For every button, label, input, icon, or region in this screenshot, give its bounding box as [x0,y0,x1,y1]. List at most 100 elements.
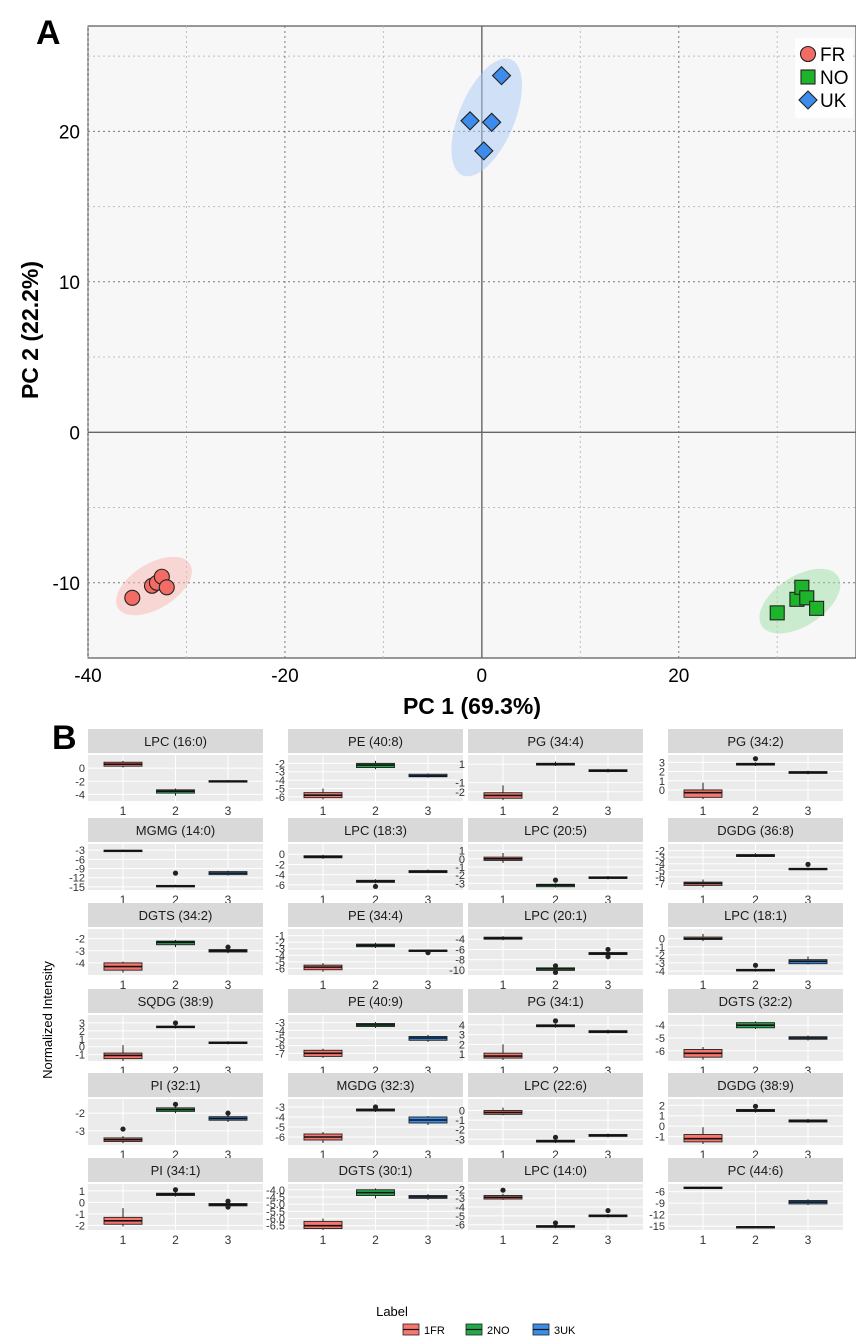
facet-x-tick-label: 1 [320,893,327,907]
facet-x-tick-label: 2 [372,893,379,907]
pca-point-fr [124,589,141,606]
boxplot-legend-title: Label [376,1304,408,1319]
box-outlier [172,1187,179,1193]
facet-y-tick-label: -4 [75,958,85,970]
facet-x-tick-label: 3 [805,893,812,907]
facet-y-tick-label: -4 [75,789,85,801]
facet-strip [88,989,263,1013]
facet-x-tick-label: 1 [120,978,127,992]
facet-strip [88,818,263,842]
facet-x-tick-label: 1 [120,1148,127,1162]
facet-y-tick-label: -15 [649,1221,665,1233]
box-outlier [752,1103,759,1109]
pca-y-tick-label: 0 [69,423,80,444]
pca-points [124,65,825,621]
facet-y-tick-label: -2 [275,758,285,770]
facet-title: PE (40:8) [348,734,403,749]
facet-y-tick-label: -2 [75,934,85,946]
facet-title: PI (32:1) [151,1078,201,1093]
box-outlier [552,1220,559,1226]
facet-y-tick-label: -6 [655,872,665,884]
facet-x-tick-label: 2 [752,1064,759,1078]
facet-y-tick-label: -3 [275,1018,285,1030]
box-outlier [225,1198,231,1204]
facet-title: LPC (22:6) [524,1078,587,1093]
facet-y-tick-label: -2 [75,1108,85,1120]
boxplot-legend-label: 1FR [424,1325,445,1337]
facet-strip [468,903,643,927]
facet-strip [468,989,643,1013]
box-outlier [225,1204,231,1210]
facet-y-tick-label: -6 [455,1220,465,1232]
facet-x-tick-label: 3 [425,1148,432,1162]
facet-y-tick-label: -2 [275,859,285,871]
box-outlier [805,861,811,867]
pca-tick-labels: -40 -20 0 20 -10 0 10 20 [53,122,690,687]
panel-a-label: A [36,14,61,52]
facet-x-tick-label: 1 [120,893,127,907]
facet-x-tick-label: 3 [425,978,432,992]
facet-strip [668,1158,843,1182]
facet-x-tick-label: 2 [752,1233,759,1247]
facet-16: PI (32:1) -2 -3 1 2 3 [75,1073,263,1162]
facet-y-tick-label: -6 [75,854,85,866]
facet-y-tick-label: 1 [79,1034,85,1046]
box-outlier [752,962,759,968]
facet-y-tick-label: 2 [459,1039,465,1051]
facet-23: PC (44:6) -6-9-12-15 1 2 3 [649,1158,843,1247]
facet-y-tick-label: -12 [649,1210,665,1222]
boxplot-legend-label: 3UK [554,1325,576,1337]
facet-strip [288,989,463,1013]
facet-7: DGDG (36:8) -2-3-4-5-6-7 1 2 3 [655,818,843,907]
facet-x-tick-label: 2 [552,1064,559,1078]
facet-strip [668,818,843,842]
facet-y-tick-label: -5 [655,1033,665,1045]
facet-y-tick-label: 1 [659,776,665,788]
facet-y-tick-label: 2 [659,767,665,779]
boxplot-y-axis-label: Normalized Intensity [40,961,55,1079]
facet-x-tick-label: 1 [320,1233,327,1247]
facet-strip [288,729,463,753]
facet-x-tick-label: 1 [500,978,507,992]
facet-strip [668,1073,843,1097]
facet-y-tick-label: -10 [449,965,465,977]
facet-5: LPC (18:3)0-2-4-61 2 3 [275,818,463,907]
facet-x-tick-label: 1 [120,1064,127,1078]
facet-strip [288,1073,463,1097]
facet-18: LPC (22:6) 0-1-2-3 1 2 3 [455,1073,643,1162]
facet-y-tick-label: -3 [655,852,665,864]
facet-x-tick-label: 3 [225,804,232,818]
facet-x-tick-label: 2 [752,1148,759,1162]
facet-x-tick-label: 1 [700,978,707,992]
facet-x-tick-label: 3 [225,893,232,907]
box-outlier [605,954,611,960]
facet-y-tick-label: -4 [275,1025,285,1037]
facet-x-tick-label: 1 [500,893,507,907]
pca-legend-key-fr [799,45,817,63]
facet-y-tick-label: -2 [655,950,665,962]
facet-2: PG (34:4) 1 -1-2 1 2 3 [455,729,643,818]
facet-title: DGDG (38:9) [717,1078,794,1093]
facet-x-tick-label: 1 [320,978,327,992]
facet-y-tick-label: -12 [69,873,85,885]
facet-y-tick-label: -2 [75,776,85,788]
pca-ellipse-uk [451,58,523,177]
facet-x-tick-label: 2 [372,1148,379,1162]
facet-x-tick-label: 1 [500,1148,507,1162]
box-outlier [552,1134,559,1140]
facet-strip [288,903,463,927]
box-outlier [425,950,431,956]
facet-y-tick-label: 3 [79,1018,85,1030]
facet-y-tick-label: 1 [79,1186,85,1198]
facet-y-tick-label: 1 [459,846,465,858]
facet-strip [288,1158,463,1182]
facet-x-tick-label: 3 [425,1233,432,1247]
facet-x-tick-label: 1 [120,804,127,818]
facet-title: PC (44:6) [728,1163,784,1178]
facet-x-tick-label: 3 [605,1148,612,1162]
box-outlier [120,1126,126,1132]
facet-title: PI (34:1) [151,1163,201,1178]
box-outlier [225,944,231,950]
